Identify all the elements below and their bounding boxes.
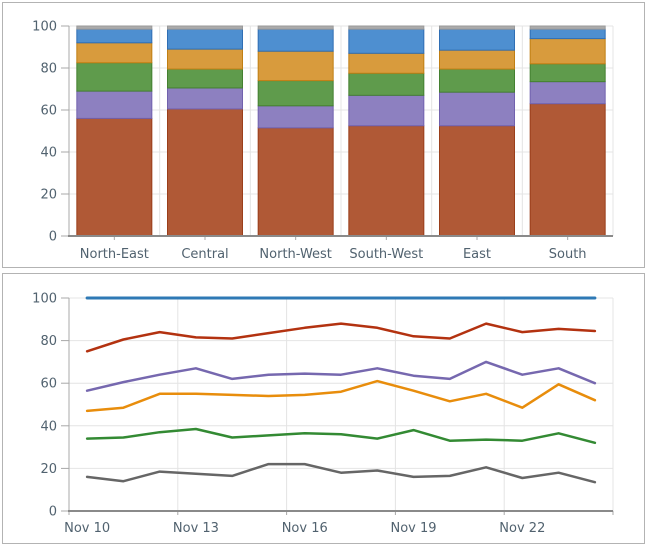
bar-segment-orange	[257, 50, 334, 82]
line-series-red	[85, 322, 597, 353]
bar-segment-blue	[167, 28, 243, 50]
bar-segment-blue	[529, 28, 606, 40]
x-axis-tick-label: Nov 19	[391, 521, 437, 536]
y-axis-tick-label: 60	[40, 104, 57, 119]
y-axis-tick-label: 100	[32, 292, 57, 307]
bar-segment-gray	[76, 25, 153, 30]
y-axis-tick-label: 80	[40, 62, 57, 77]
bar-segment-gray	[529, 25, 606, 30]
bar-segment-gray	[167, 25, 243, 30]
bar-segment-purple	[348, 94, 425, 127]
bar-segment-green	[167, 68, 243, 89]
bar-segment-purple	[76, 90, 153, 119]
bar-segment-orange	[348, 52, 425, 74]
y-axis-tick-label: 80	[40, 334, 57, 349]
stacked-bar-panel: 0 20 40 60 80 100 North-East Central North-West S…	[2, 2, 645, 268]
bar-segment-rust	[257, 127, 334, 237]
bar-segment-gray	[257, 25, 334, 30]
y-axis-tick-label: 100	[32, 20, 57, 35]
y-axis-tick-label: 40	[40, 146, 57, 161]
category-label: North-West	[259, 247, 331, 262]
bar-segment-blue	[76, 28, 153, 44]
bar-segment-orange	[439, 49, 515, 70]
x-axis-tick-label: Nov 16	[282, 521, 328, 536]
bar-segment-green	[76, 62, 153, 92]
category-label: Central	[181, 247, 228, 262]
y-axis-tick-label: 40	[40, 419, 57, 434]
bar-segment-green	[439, 68, 515, 93]
line-series-green	[85, 427, 597, 445]
line-chart-panel: 0 20 40 60 80 100 Nov 10 Nov 13 Nov 16 Nov 19 Nov …	[2, 273, 645, 544]
x-axis-tick-label: Nov 10	[64, 521, 110, 536]
bar-segment-rust	[76, 117, 153, 237]
line-series-purple	[85, 360, 597, 392]
bar-segment-blue	[348, 28, 425, 54]
bar-segment-green	[257, 80, 334, 107]
x-axis-tick-label: Nov 22	[499, 521, 545, 536]
bar-segment-orange	[529, 38, 606, 65]
bar-segment-rust	[167, 108, 243, 237]
category-label: South-West	[349, 247, 423, 262]
y-axis-tick-label: 60	[40, 377, 57, 392]
bar-segment-rust	[439, 125, 515, 237]
stacked-bar-chart: 0 20 40 60 80 100 North-East Central North-West S…	[32, 20, 614, 262]
bar-segment-gray	[348, 25, 425, 30]
bar-segment-purple	[529, 81, 606, 105]
bar-segment-orange	[76, 42, 153, 64]
line-chart: 0 20 40 60 80 100 Nov 10 Nov 13 Nov 16 Nov 19 Nov …	[32, 292, 614, 536]
category-label: South	[549, 247, 587, 262]
y-axis-tick-label: 0	[49, 230, 57, 245]
y-axis-tick-label: 0	[49, 505, 57, 520]
x-axis-tick-label: Nov 13	[173, 521, 219, 536]
bar-segment-green	[348, 72, 425, 96]
bar-segment-blue	[439, 28, 515, 51]
category-label: North-East	[80, 247, 149, 262]
bar-segment-blue	[257, 28, 334, 52]
bar-segment-purple	[167, 87, 243, 110]
bar-segment-orange	[167, 48, 243, 70]
bar-segment-rust	[529, 103, 606, 237]
bar-segment-green	[529, 63, 606, 83]
bar-segment-gray	[439, 25, 515, 30]
line-series-orange	[85, 379, 597, 413]
line-series-gray	[85, 462, 597, 484]
y-axis-tick-label: 20	[40, 462, 57, 477]
bar-segment-purple	[439, 91, 515, 127]
category-label: East	[463, 247, 491, 262]
bar-segment-rust	[348, 125, 425, 237]
y-axis-tick-label: 20	[40, 188, 57, 203]
bar-segment-purple	[257, 105, 334, 129]
